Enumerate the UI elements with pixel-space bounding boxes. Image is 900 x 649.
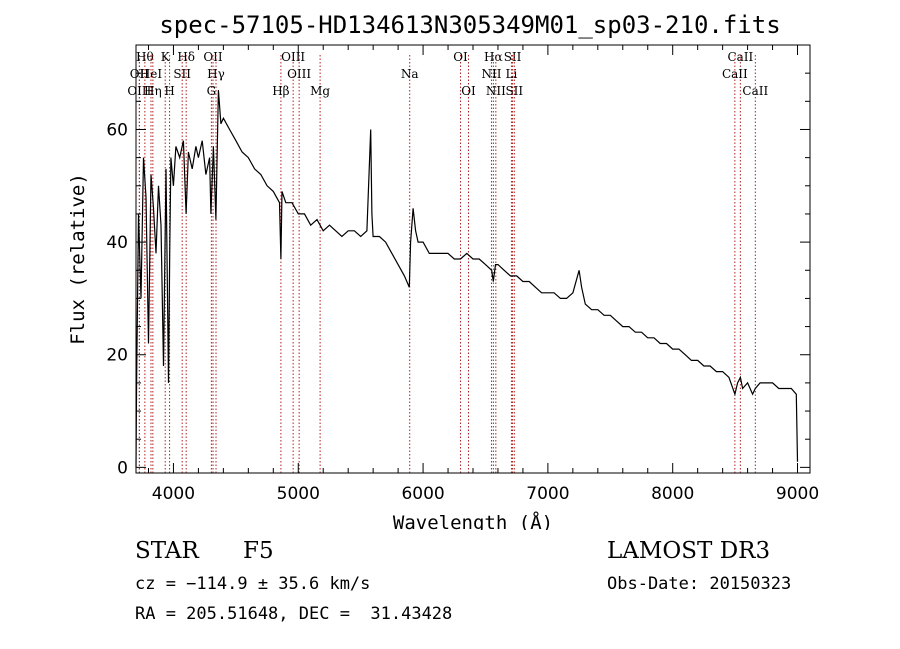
y-tick-label: 0 [117, 458, 128, 478]
marker-label: Mg [310, 84, 330, 98]
marker-label: Hα [484, 50, 503, 64]
marker-label: OIII [281, 50, 305, 64]
marker-label: Hγ [207, 67, 225, 81]
x-axis-label: Wavelength (Å) [393, 511, 553, 530]
marker-label: OIII [127, 84, 151, 98]
marker-label: Na [401, 67, 419, 81]
x-tick-label: 6000 [401, 484, 444, 504]
marker-label: Li [506, 67, 518, 81]
marker-label: Hη [144, 84, 162, 98]
spectrum-plot: spec-57105-HD134613N305349M01_sp03-210.f… [67, 11, 819, 530]
marker-label: OI [453, 50, 468, 64]
marker-label: HeI [140, 67, 163, 81]
axes: 4000 5000 6000 7000 8000 9000 0 20 40 60 [106, 45, 819, 504]
x-tick-label: 8000 [651, 484, 694, 504]
spectral-class: F5 [243, 538, 274, 564]
marker-label: CaII [742, 84, 768, 98]
x-tick-label: 9000 [776, 484, 819, 504]
coordinates: RA = 205.51648, DEC = 31.43428 [135, 604, 453, 624]
marker-label: Hδ [177, 50, 195, 64]
marker-label: SII [505, 84, 523, 98]
marker-label: G [207, 84, 217, 98]
y-tick-label: 60 [106, 120, 128, 140]
survey-name: LAMOST DR3 [607, 538, 771, 564]
x-tick-label: 7000 [526, 484, 569, 504]
y-tick-label: 20 [106, 346, 128, 366]
object-type: STAR [135, 538, 199, 564]
marker-label: H [164, 84, 174, 98]
marker-label: CaII [722, 67, 748, 81]
x-tick-label: 4000 [152, 484, 195, 504]
marker-label: NII [481, 67, 501, 81]
marker-label: OI [461, 84, 476, 98]
y-tick-label: 40 [106, 233, 128, 253]
marker-label: OIII [287, 67, 311, 81]
redshift-cz: cz = −114.9 ± 35.6 km/s [135, 574, 371, 594]
observation-date: Obs-Date: 20150323 [607, 574, 792, 594]
marker-label: SII [173, 67, 191, 81]
marker-label: K [161, 50, 171, 64]
marker-label: SII [504, 50, 522, 64]
marker-label: OII [203, 50, 223, 64]
marker-label: NII [486, 84, 506, 98]
flux-curve [135, 90, 799, 468]
chart-title: spec-57105-HD134613N305349M01_sp03-210.f… [159, 11, 780, 39]
x-tick-label: 5000 [277, 484, 320, 504]
marker-label: Hβ [272, 84, 289, 98]
marker-label: CaII [727, 50, 753, 64]
marker-label: Hθ [136, 50, 154, 64]
y-axis-label: Flux (relative) [67, 173, 89, 345]
